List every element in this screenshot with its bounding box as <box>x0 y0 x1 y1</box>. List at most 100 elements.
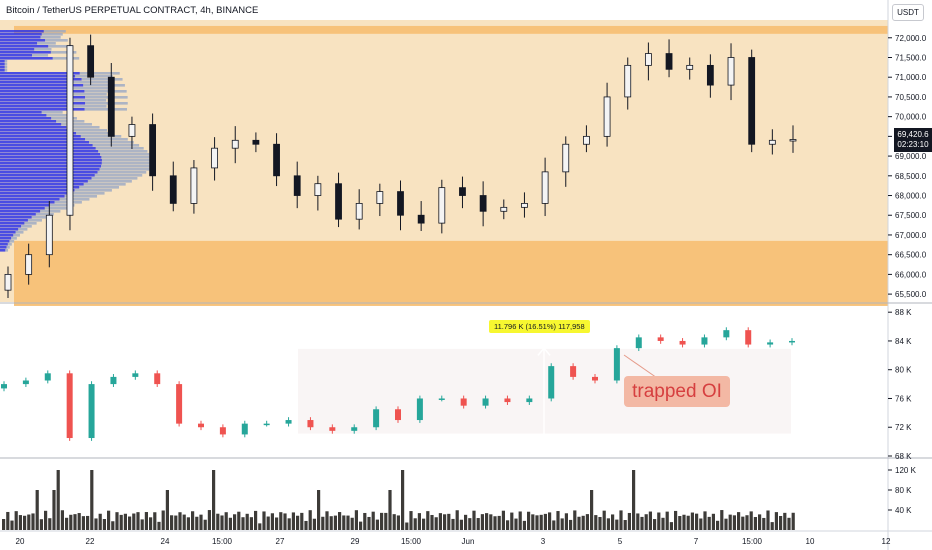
volume-bar <box>409 511 413 530</box>
volume-bar <box>745 515 749 530</box>
volume-bar <box>510 512 514 530</box>
volume-bar <box>531 514 535 530</box>
volume-profile-bar-secondary <box>81 78 123 81</box>
volume-bar <box>766 510 770 530</box>
volume-profile-bar-secondary <box>74 189 112 192</box>
time-tick-label: 12 <box>882 537 891 546</box>
volume-profile-bar <box>0 57 53 60</box>
volume-bar <box>44 510 48 530</box>
oi-tick-label: 72 K <box>895 423 912 432</box>
oi-candle-body <box>88 384 95 439</box>
volume-profile-bar <box>0 201 55 204</box>
volume-profile-bar <box>0 114 47 117</box>
volume-bar <box>48 518 52 530</box>
volume-bar <box>720 510 724 530</box>
volume-profile-bar <box>0 105 72 108</box>
volume-profile-bar-secondary <box>70 99 107 102</box>
volume-profile-bar-secondary <box>85 102 128 105</box>
volume-bar <box>77 513 81 530</box>
volume-bar <box>182 514 186 530</box>
volume-bar <box>413 518 417 530</box>
volume-profile-bar <box>0 204 50 207</box>
price-candle-body <box>438 187 446 224</box>
volume-bar <box>640 516 644 530</box>
volume-profile-bar-secondary <box>83 183 126 186</box>
volume-profile-bar <box>0 102 86 105</box>
oi-candle-body <box>154 373 161 385</box>
volume-bar <box>2 519 6 530</box>
price-candle-body <box>748 57 756 145</box>
volume-bar <box>464 514 468 530</box>
price-candle-body <box>541 171 549 204</box>
volume-profile-bar <box>0 72 80 75</box>
volume-bar <box>581 515 585 530</box>
volume-bar <box>556 511 560 530</box>
volume-profile-bar-secondary <box>31 216 48 219</box>
volume-bar <box>619 510 623 530</box>
volume-profile-bar <box>0 177 92 180</box>
volume-profile-bar-secondary <box>9 240 15 243</box>
volume-profile-bar <box>0 186 80 189</box>
volume-profile-bar <box>0 90 85 93</box>
volume-bar <box>69 514 73 530</box>
price-tick-label: 67,500.0 <box>895 211 927 220</box>
price-tick-label: 68,000.0 <box>895 192 927 201</box>
volume-profile-bar <box>0 36 41 39</box>
volume-bar <box>258 523 262 530</box>
volume-profile-bar-secondary <box>94 174 143 177</box>
currency-selector[interactable]: USDT <box>892 4 924 21</box>
volume-bar <box>317 490 321 530</box>
price-candle-body <box>355 203 363 220</box>
volume-profile-bar-secondary <box>61 123 92 126</box>
volume-bar <box>300 512 304 530</box>
measure-label: 11.796 K (16.51%) 117,958 <box>489 320 590 333</box>
oi-candle-body <box>176 384 183 424</box>
price-tick-label: 67,000.0 <box>895 231 927 240</box>
volume-profile-bar <box>0 210 41 213</box>
volume-bar <box>627 512 631 530</box>
price-candle-body <box>314 183 322 196</box>
volume-profile-bar-secondary <box>46 114 70 117</box>
volume-profile-bar <box>0 33 42 36</box>
oi-candle-body <box>438 398 445 400</box>
volume-profile-bar-secondary <box>34 48 52 51</box>
volume-bar <box>480 514 484 530</box>
measure-arrow-head <box>537 346 551 356</box>
volume-bar <box>136 512 140 530</box>
volume-bar <box>590 490 594 530</box>
volume-profile-bar <box>0 162 102 165</box>
volume-bar <box>753 517 757 530</box>
oi-candle-body <box>460 398 467 406</box>
price-candle-body <box>644 53 652 66</box>
volume-profile-bar-secondary <box>76 132 115 135</box>
volume-profile-bar-secondary <box>7 243 12 246</box>
volume-bar <box>98 513 102 530</box>
time-tick-label: 29 <box>351 537 360 546</box>
volume-profile-bar-secondary <box>92 144 140 147</box>
volume-bar <box>23 515 27 530</box>
volume-profile-bar-secondary <box>4 63 8 66</box>
volume-bar <box>749 511 753 530</box>
oi-candle-body <box>351 427 358 431</box>
price-tick-label: 70,500.0 <box>895 93 927 102</box>
volume-bar <box>56 470 60 530</box>
volume-tick-label: 80 K <box>895 486 912 495</box>
volume-profile-bar-secondary <box>43 30 66 33</box>
volume-profile-bar-secondary <box>40 210 61 213</box>
price-candle-body <box>727 57 735 86</box>
volume-bar <box>396 515 400 530</box>
volume-bar <box>321 516 325 530</box>
volume-bar <box>325 511 329 530</box>
volume-profile-bar <box>0 39 46 42</box>
volume-bar <box>165 490 169 530</box>
price-tick-label: 65,500.0 <box>895 290 927 299</box>
volume-profile-bar <box>0 207 45 210</box>
volume-profile-bar <box>0 231 16 234</box>
volume-bar <box>695 513 699 530</box>
volume-bar <box>94 518 98 530</box>
volume-bar <box>577 516 581 530</box>
volume-profile-bar <box>0 138 86 141</box>
volume-profile-bar <box>0 84 84 87</box>
volume-bar <box>224 512 228 530</box>
